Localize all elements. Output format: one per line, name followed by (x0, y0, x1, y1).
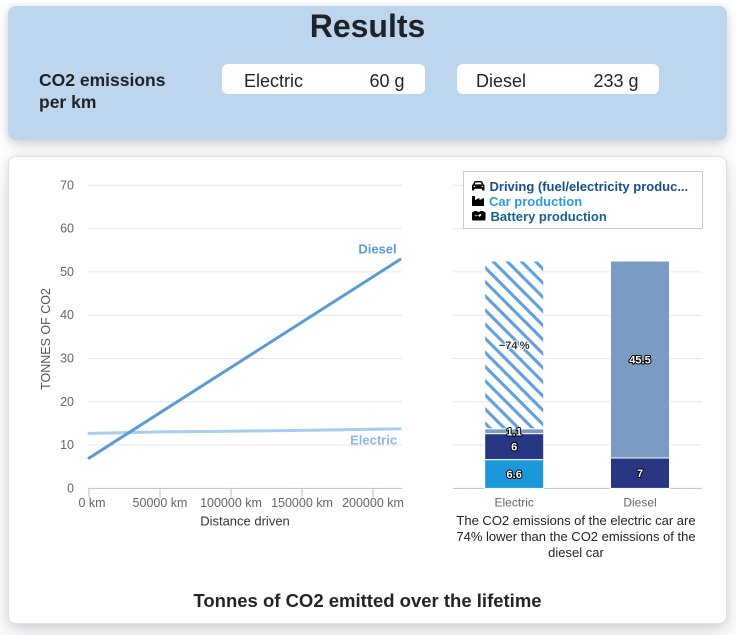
svg-text:30: 30 (60, 352, 74, 366)
svg-text:Diesel: Diesel (358, 241, 396, 256)
svg-text:Distance driven: Distance driven (200, 514, 290, 529)
svg-text:150000 km: 150000 km (271, 496, 333, 510)
svg-text:50: 50 (60, 265, 74, 279)
svg-text:−74 %: −74 % (499, 340, 530, 352)
svg-text:40: 40 (60, 308, 74, 322)
svg-text:6: 6 (511, 442, 517, 454)
svg-text:45.5: 45.5 (629, 355, 650, 367)
svg-text:0: 0 (67, 481, 74, 495)
svg-text:TONNES OF CO2: TONNES OF CO2 (39, 288, 53, 390)
svg-text:0 km: 0 km (78, 496, 105, 510)
svg-text:100000 km: 100000 km (200, 496, 262, 510)
svg-text:7: 7 (637, 468, 643, 480)
svg-text:200000 km: 200000 km (342, 496, 404, 510)
svg-text:10: 10 (60, 438, 74, 452)
svg-text:20: 20 (60, 395, 74, 409)
svg-text:60: 60 (60, 222, 74, 236)
svg-text:50000 km: 50000 km (133, 496, 188, 510)
svg-text:Electric: Electric (350, 433, 397, 448)
svg-text:70: 70 (60, 178, 74, 192)
svg-text:Electric: Electric (495, 496, 534, 510)
svg-text:Diesel: Diesel (623, 496, 656, 510)
svg-text:1.1: 1.1 (507, 426, 522, 438)
svg-text:6.6: 6.6 (507, 469, 522, 481)
